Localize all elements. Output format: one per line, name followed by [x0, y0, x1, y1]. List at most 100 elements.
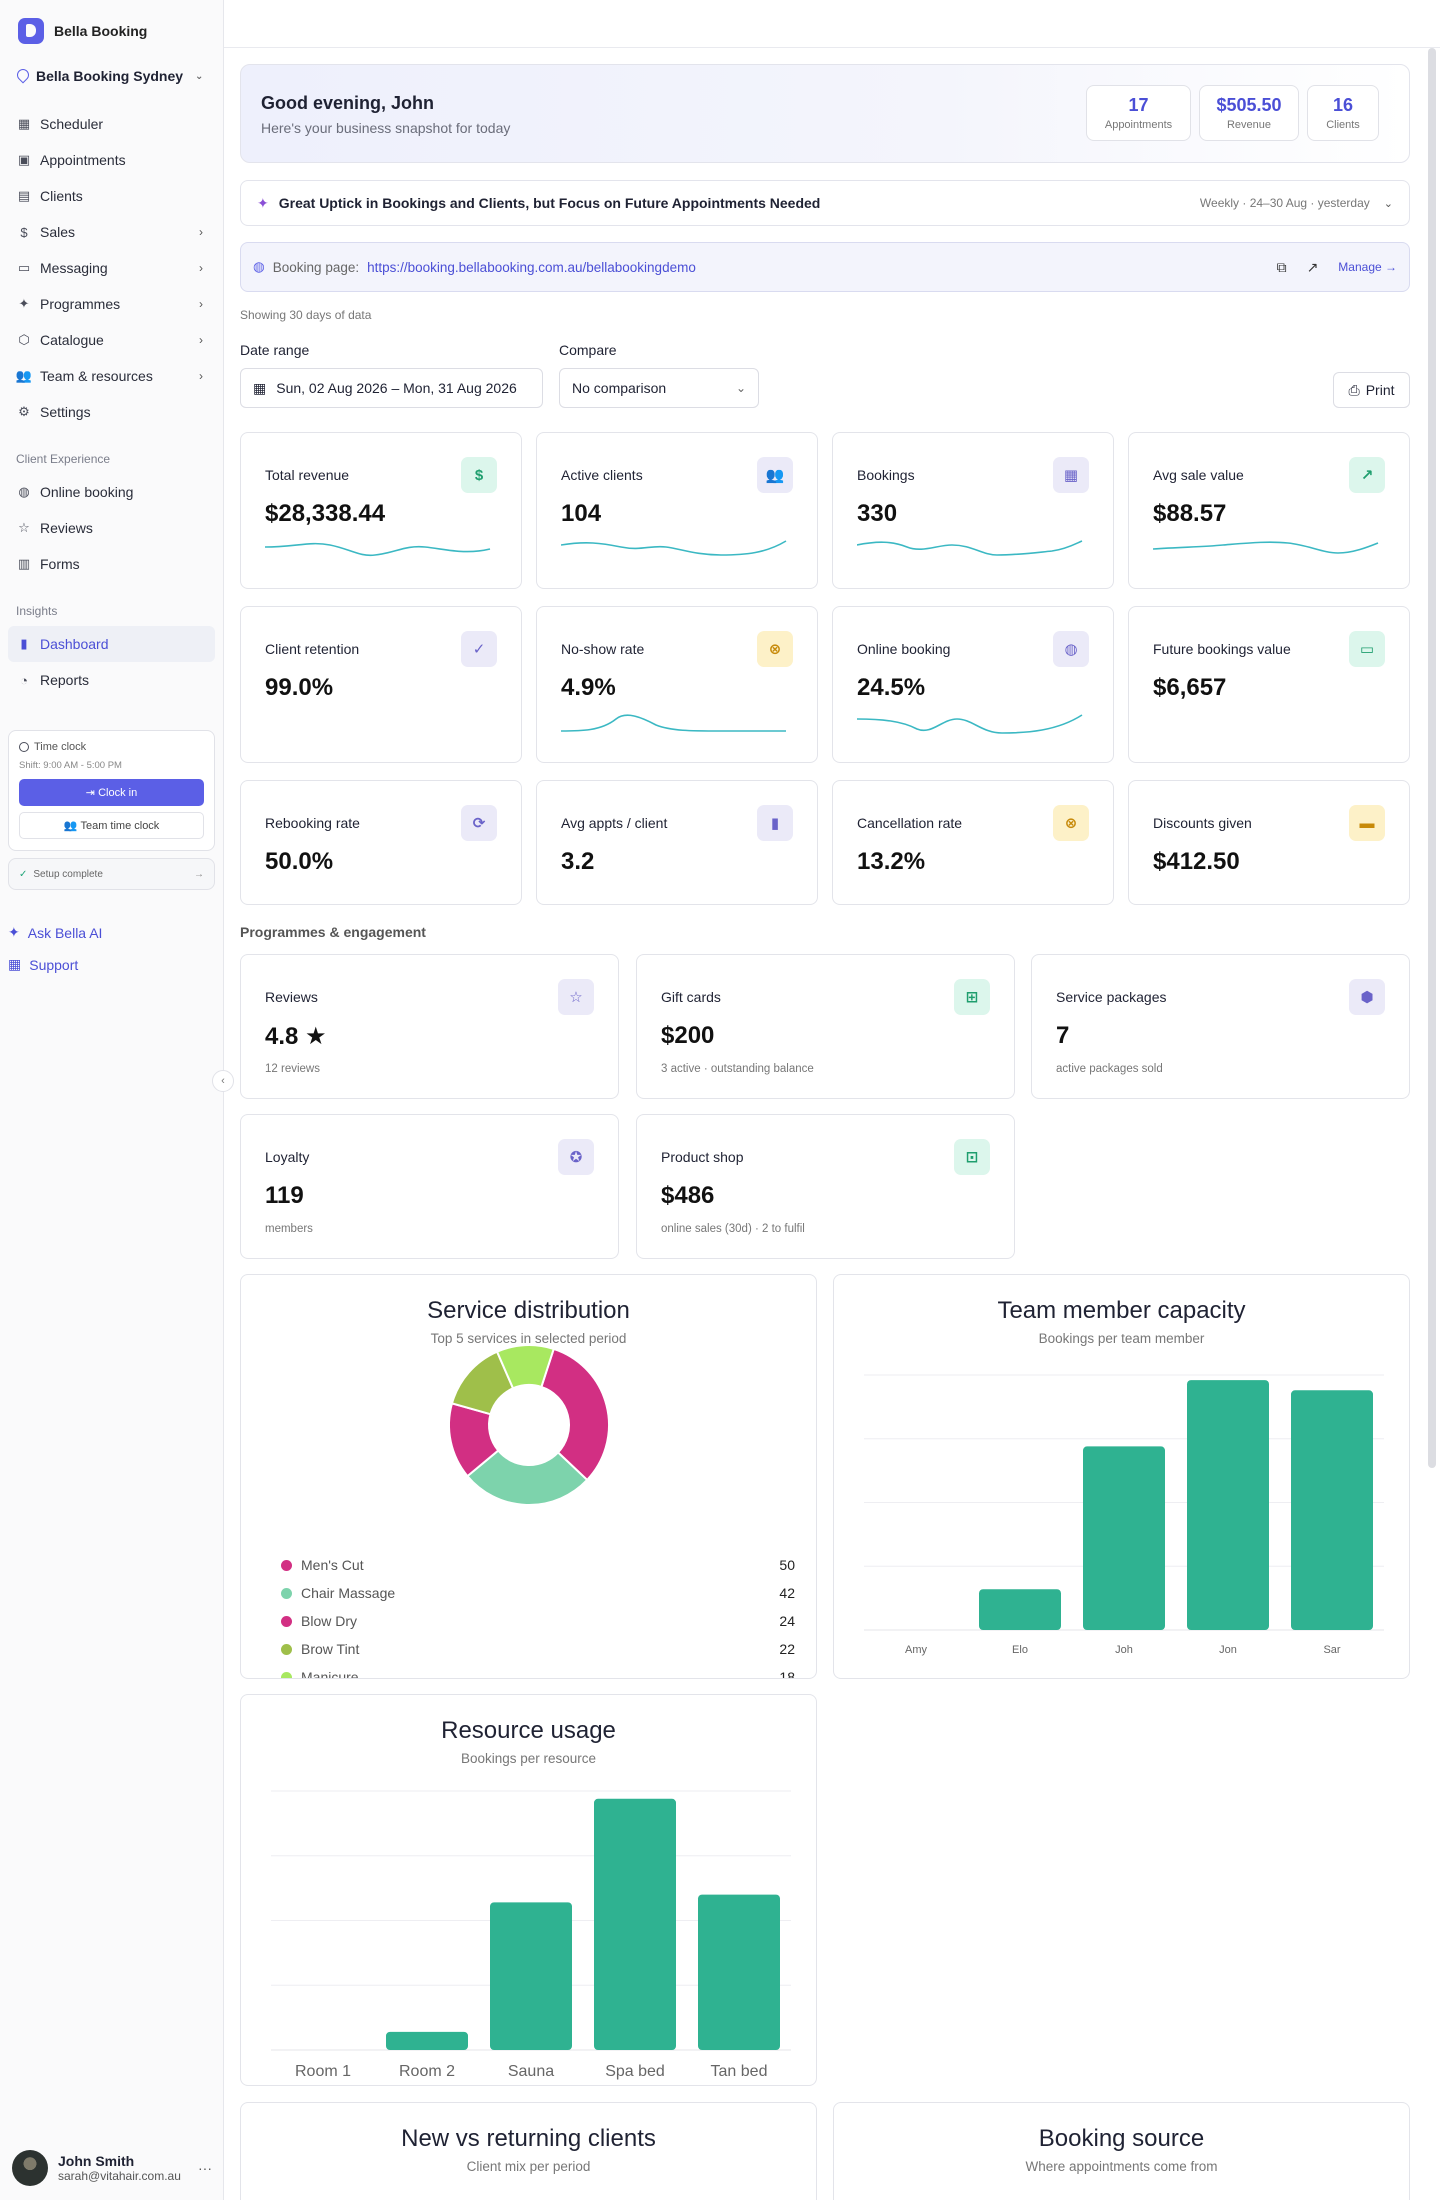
sidebar-item-scheduler[interactable]: ▦ Scheduler	[0, 106, 223, 142]
sidebar-item-team-resources[interactable]: 👥 Team & resources ›	[0, 358, 223, 394]
stat-appointments[interactable]: 17 Appointments	[1086, 85, 1191, 141]
programme-card-gift-cards[interactable]: Gift cards $200 3 active · outstanding bal…	[636, 954, 1015, 1099]
programme-card-service-packages[interactable]: Service packages 7 active packages sold ⬢	[1031, 954, 1410, 1099]
legend-value: 42	[779, 1585, 795, 1601]
data-range-note: Showing 30 days of data	[240, 308, 372, 322]
chevron-down-icon[interactable]: ⌄	[1383, 197, 1393, 210]
stat-clients[interactable]: 16 Clients	[1307, 85, 1379, 141]
collapse-sidebar-button[interactable]: ‹	[212, 1070, 234, 1092]
team-time-clock-button[interactable]: 👥 Team time clock	[19, 812, 204, 839]
x-tick-label: Sar	[1323, 1644, 1340, 1656]
metric-card-active-clients[interactable]: Active clients 104 👥	[536, 432, 818, 589]
print-button[interactable]: ⎙ Print	[1333, 372, 1410, 408]
metric-card-cancellation-rate[interactable]: Cancellation rate 13.2% ⊗	[832, 780, 1114, 905]
compare-select[interactable]: No comparison ⌄	[559, 368, 759, 408]
time-clock-title: Time clock	[19, 741, 204, 753]
metric-card-future-bookings-value[interactable]: Future bookings value $6,657 ▭	[1128, 606, 1410, 763]
brand[interactable]: Bella Booking	[0, 0, 223, 44]
metric-card-online-booking[interactable]: Online booking 24.5% ◍	[832, 606, 1114, 763]
sidebar-item-clients[interactable]: ▤ Clients	[0, 178, 223, 214]
sidebar-item-messaging[interactable]: ▭ Messaging ›	[0, 250, 223, 286]
chevron-right-icon: ›	[199, 261, 203, 275]
metric-card-avg-sale-value[interactable]: Avg sale value $88.57 ↗	[1128, 432, 1410, 589]
bar-joh[interactable]	[1083, 1446, 1165, 1630]
programme-subtext: online sales (30d) · 2 to fulfil	[661, 1223, 805, 1235]
client-experience-nav: ◍ Online booking ☆ Reviews ▥ Forms	[0, 474, 223, 582]
donut-slice-men-s-cut[interactable]	[540, 1347, 610, 1482]
wallet-icon: ▭	[1349, 631, 1385, 667]
stat-revenue[interactable]: $505.50 Revenue	[1199, 85, 1299, 141]
metric-card-client-retention[interactable]: Client retention 99.0% ✓	[240, 606, 522, 763]
sidebar-item-reviews[interactable]: ☆ Reviews	[0, 510, 223, 546]
bar-elo[interactable]	[979, 1589, 1061, 1630]
metric-card-total-revenue[interactable]: Total revenue $28,338.44 $	[240, 432, 522, 589]
chart-title: Team member capacity	[997, 1297, 1246, 1324]
sidebar-item-forms[interactable]: ▥ Forms	[0, 546, 223, 582]
package-icon: ⬢	[1349, 979, 1385, 1015]
clock-in-button[interactable]: ⇥ Clock in	[19, 779, 204, 806]
metric-card-no-show-rate[interactable]: No-show rate 4.9% ⊗	[536, 606, 818, 763]
user-profile[interactable]: John Smith sarah@vitahair.com.au ···	[12, 2148, 212, 2188]
donut-slice-manicure[interactable]	[495, 1344, 555, 1390]
sidebar-item-appointments[interactable]: ▣ Appointments	[0, 142, 223, 178]
sidebar-item-settings[interactable]: ⚙ Settings	[0, 394, 223, 430]
sidebar-item-label: Team & resources	[40, 368, 153, 384]
metric-value: $6,657	[1153, 674, 1227, 701]
bar-sar[interactable]	[1291, 1390, 1373, 1630]
sparkline-path	[857, 714, 1083, 734]
metric-title: Cancellation rate	[857, 815, 963, 831]
globe-icon: ◍	[18, 484, 30, 499]
bar-spa-bed[interactable]	[594, 1798, 676, 2050]
programme-card-loyalty[interactable]: Loyalty 119 members ✪	[240, 1114, 619, 1259]
metric-value: 99.0%	[265, 674, 334, 701]
shift-hours: Shift: 9:00 AM - 5:00 PM	[19, 760, 122, 771]
legend-item-manicure[interactable]: Manicure 18	[281, 1667, 795, 1678]
insights-nav: ▮ Dashboard ◔ Reports	[0, 626, 223, 698]
more-icon[interactable]: ···	[198, 2160, 212, 2176]
location-selector[interactable]: Bella Booking Sydney ⌄	[0, 64, 223, 88]
sparkline-path	[857, 540, 1083, 556]
resource-usage-bar-chart: Room 1 Room 2 Sauna Spa bed Tan bed	[271, 1790, 791, 2080]
sidebar-item-reports[interactable]: ◔ Reports	[0, 662, 223, 698]
sidebar-item-sales[interactable]: $ Sales ›	[0, 214, 223, 250]
legend-label: Brow Tint	[301, 1641, 360, 1657]
date-range-picker[interactable]: ▦ Sun, 02 Aug 2026 – Mon, 31 Aug 2026	[240, 368, 543, 408]
donut-slice-chair-massage[interactable]	[466, 1449, 589, 1506]
scrollbar[interactable]	[1428, 48, 1436, 1468]
support-link[interactable]: ▦ Support	[8, 956, 78, 973]
sidebar-item-catalogue[interactable]: ⬡ Catalogue ›	[0, 322, 223, 358]
metric-card-discounts-given[interactable]: Discounts given $412.50 ▬	[1128, 780, 1410, 905]
copy-icon[interactable]: ⧉	[1276, 258, 1287, 275]
bar-tan-bed[interactable]	[698, 1894, 780, 2050]
sidebar-item-dashboard[interactable]: ▮ Dashboard	[8, 626, 215, 662]
external-link-icon[interactable]: ↗	[1306, 258, 1319, 275]
greeting-subtitle: Here's your business snapshot for today	[261, 120, 511, 136]
bar-jon[interactable]	[1187, 1380, 1269, 1630]
booking-page-url[interactable]: https://booking.bellabooking.com.au/bell…	[367, 259, 696, 275]
manage-link[interactable]: Manage →	[1338, 260, 1397, 274]
shopping-bag-icon: ⊡	[954, 1139, 990, 1175]
legend-label: Men's Cut	[301, 1557, 364, 1573]
box-icon: ⬡	[18, 332, 30, 347]
contacts-icon: ▤	[17, 188, 31, 203]
legend-item-men-s-cut[interactable]: Men's Cut 50	[281, 1555, 795, 1575]
bar-room-2[interactable]	[386, 2031, 468, 2050]
star-icon: ☆	[18, 520, 30, 535]
metric-card-avg-appts-client[interactable]: Avg appts / client 3.2 ▮	[536, 780, 818, 905]
ai-insight-bar[interactable]: ✦ Great Uptick in Bookings and Clients, …	[240, 180, 1410, 226]
metric-card-bookings[interactable]: Bookings 330 ▦	[832, 432, 1114, 589]
ask-ai-link[interactable]: ✦ Ask Bella AI	[8, 924, 102, 941]
legend-item-blow-dry[interactable]: Blow Dry 24	[281, 1611, 795, 1631]
programme-card-product-shop[interactable]: Product shop $486 online sales (30d) · 2 t…	[636, 1114, 1015, 1259]
metric-card-rebooking-rate[interactable]: Rebooking rate 50.0% ⟳	[240, 780, 522, 905]
login-icon: ⇥	[85, 787, 99, 799]
programme-card-reviews[interactable]: Reviews 4.8 ★ 12 reviews ☆	[240, 954, 619, 1099]
legend-item-chair-massage[interactable]: Chair Massage 42	[281, 1583, 795, 1603]
metric-value: 13.2%	[857, 848, 926, 875]
legend-item-brow-tint[interactable]: Brow Tint 22	[281, 1639, 795, 1659]
setup-status[interactable]: ✓ Setup complete →	[8, 858, 215, 890]
bar-sauna[interactable]	[490, 1902, 572, 2050]
sidebar-item-online-booking[interactable]: ◍ Online booking	[0, 474, 223, 510]
metric-value: $88.57	[1153, 500, 1227, 527]
sidebar-item-programmes[interactable]: ✦ Programmes ›	[0, 286, 223, 322]
